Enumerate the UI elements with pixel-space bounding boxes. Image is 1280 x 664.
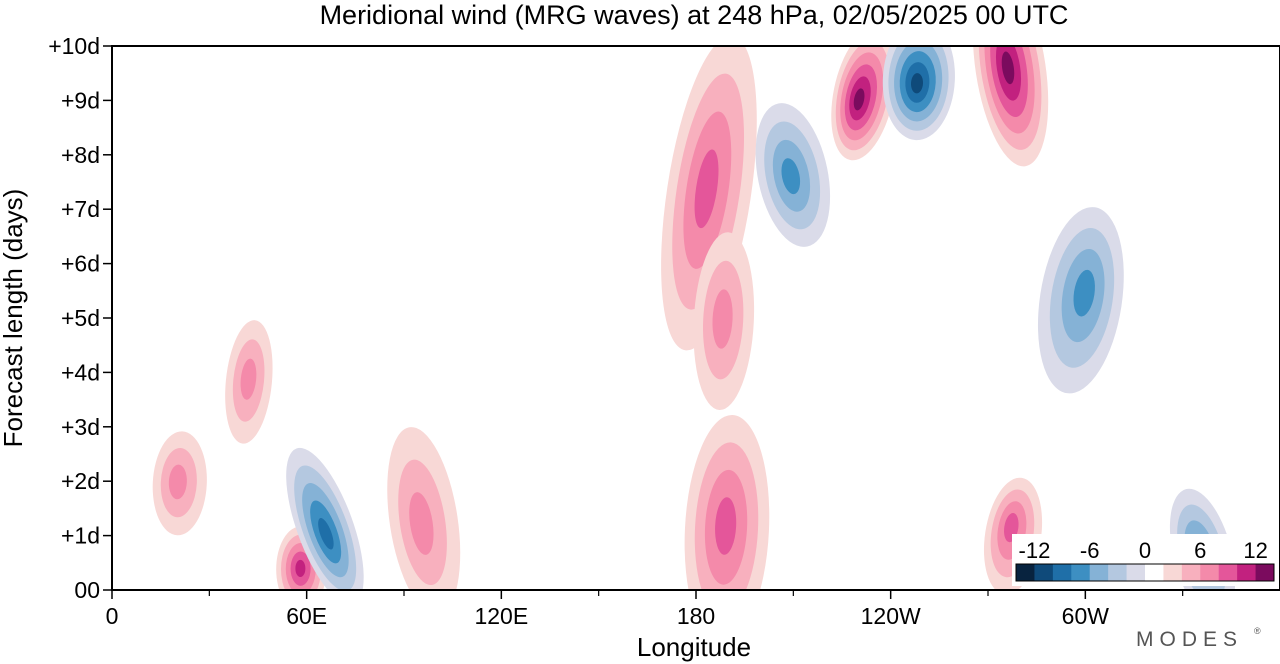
contour-feature <box>1037 207 1124 394</box>
colorbar-swatch <box>1126 564 1146 581</box>
y-tick-label: +8d <box>61 142 100 168</box>
contour-feature <box>152 431 207 536</box>
colorbar-swatch <box>1034 564 1054 581</box>
colorbar-tick-label: -6 <box>1080 538 1100 563</box>
y-tick-label: +6d <box>61 251 100 277</box>
x-tick-label: 120W <box>861 603 921 629</box>
contour-feature <box>882 46 955 141</box>
colorbar-swatch <box>1071 564 1091 581</box>
colorbar-swatch <box>1089 564 1109 581</box>
colorbar-swatch <box>1181 564 1201 581</box>
y-tick-label: +3d <box>61 414 100 440</box>
x-axis-label: Longitude <box>637 632 751 662</box>
y-tick-label: +9d <box>61 87 100 113</box>
modes-logo-text: MODES <box>1136 628 1243 651</box>
colorbar-swatch <box>1108 564 1128 581</box>
modes-logo: MODES ® <box>1136 626 1261 651</box>
chart-title: Meridional wind (MRG waves) at 248 hPa, … <box>320 0 1069 30</box>
axis-ticks: 0 60E 120E 180 120W 60W 00 +1d +2d +3d +4d +5d +6d +7… <box>48 33 1184 629</box>
plot-area <box>152 46 1236 590</box>
contour-band <box>910 73 924 94</box>
contour-band <box>1073 269 1095 317</box>
contour-band <box>409 492 434 555</box>
colorbar-swatch <box>1255 564 1275 581</box>
contour-band <box>318 518 334 550</box>
y-tick-label: +2d <box>61 468 100 494</box>
colorbar-tick-label: 6 <box>1194 538 1206 563</box>
colorbar-frame <box>1015 563 1275 582</box>
y-tick-label: 00 <box>74 577 100 603</box>
x-tick-label: 0 <box>106 603 119 629</box>
x-tick-label: 180 <box>677 603 715 629</box>
registered-mark: ® <box>1254 626 1261 636</box>
contour-feature <box>387 427 461 590</box>
colorbar-swatch <box>1145 564 1164 581</box>
contour-feature <box>755 103 831 247</box>
contour-band <box>781 158 801 195</box>
contour-feature <box>286 447 364 590</box>
colorbar-swatch <box>1237 564 1257 581</box>
colorbar-swatch <box>1016 564 1035 581</box>
contour-band <box>853 88 865 111</box>
contour-band <box>1001 51 1015 85</box>
colorbar-tick-label: -12 <box>1019 538 1051 563</box>
y-tick-label: +1d <box>61 523 100 549</box>
x-tick-label: 60W <box>1062 603 1110 629</box>
contour-feature <box>831 46 896 161</box>
contour-feature <box>684 414 770 590</box>
contour-band <box>295 559 306 578</box>
contour-band <box>168 464 187 500</box>
y-tick-label: +4d <box>61 359 100 385</box>
y-tick-label: +7d <box>61 196 100 222</box>
contour-feature <box>225 320 273 444</box>
colorbar-swatch <box>1200 564 1220 581</box>
contour-feature <box>972 46 1049 167</box>
contour-band <box>694 149 719 229</box>
contour-band <box>240 358 257 400</box>
colorbar: -12 -6 0 6 12 <box>1012 534 1278 586</box>
x-tick-label: 120E <box>474 603 528 629</box>
colorbar-swatch <box>1218 564 1238 581</box>
y-axis-label: Forecast length (days) <box>0 189 28 448</box>
y-tick-label: +5d <box>61 305 100 331</box>
colorbar-tick-label: 0 <box>1139 538 1151 563</box>
y-tick-label: +10d <box>48 33 100 59</box>
contour-band <box>712 289 733 349</box>
contour-feature <box>693 232 755 410</box>
colorbar-swatch <box>1163 564 1183 581</box>
colorbar-tick-label: 12 <box>1243 538 1267 563</box>
colorbar-swatch <box>1052 564 1072 581</box>
x-tick-label: 60E <box>286 603 327 629</box>
contour-band <box>715 497 737 555</box>
